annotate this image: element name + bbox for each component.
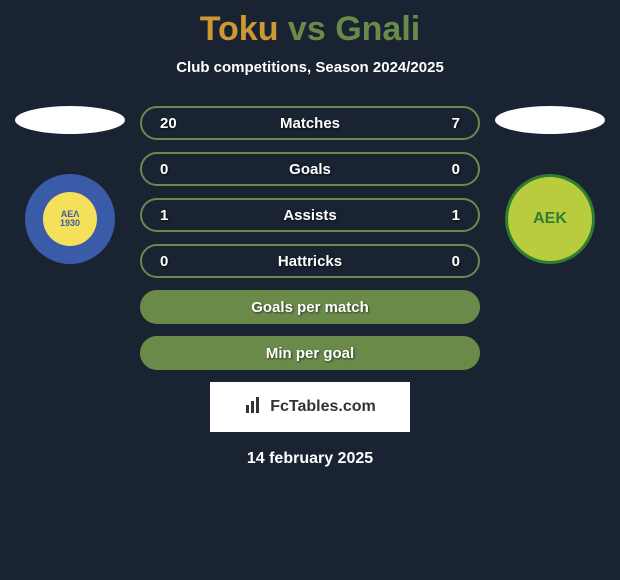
stat-label: Goals — [289, 161, 331, 178]
watermark-logo: FcTables.com — [210, 382, 410, 432]
player1-name: Toku — [200, 10, 279, 48]
stat-right-value: 1 — [430, 207, 460, 224]
stat-label: Assists — [283, 207, 336, 224]
right-crest-wrap: AEK — [495, 106, 605, 264]
player2-name: Gnali — [335, 10, 420, 48]
left-crest-wrap: ΑΕΛ 1930 — [15, 106, 125, 264]
stat-left-value: 20 — [160, 115, 190, 132]
content-area: ΑΕΛ 1930 20 Matches 7 0 Goals 0 1 Assist… — [0, 106, 620, 468]
left-crest-year: 1930 — [60, 219, 80, 228]
stat-row-goals: 0 Goals 0 — [140, 152, 480, 186]
stat-left-value: 1 — [160, 207, 190, 224]
stat-right-value: 0 — [430, 253, 460, 270]
stat-right-value: 0 — [430, 161, 460, 178]
left-club-crest: ΑΕΛ 1930 — [25, 174, 115, 264]
subtitle: Club competitions, Season 2024/2025 — [0, 59, 620, 76]
right-club-crest: AEK — [505, 174, 595, 264]
stat-row-mpg: Min per goal — [140, 336, 480, 370]
left-crest-inner: ΑΕΛ 1930 — [43, 192, 97, 246]
chart-icon — [244, 395, 264, 420]
stat-label: Hattricks — [278, 253, 342, 270]
right-ellipse — [495, 106, 605, 134]
stat-row-assists: 1 Assists 1 — [140, 198, 480, 232]
logo-text: FcTables.com — [270, 398, 376, 416]
left-ellipse — [15, 106, 125, 134]
stat-row-gpm: Goals per match — [140, 290, 480, 324]
right-crest-text: AEK — [533, 210, 567, 228]
stat-row-hattricks: 0 Hattricks 0 — [140, 244, 480, 278]
vs-text: vs — [288, 10, 326, 48]
stat-row-matches: 20 Matches 7 — [140, 106, 480, 140]
comparison-title: Toku vs Gnali — [0, 0, 620, 49]
stat-left-value: 0 — [160, 161, 190, 178]
date-text: 14 february 2025 — [140, 450, 480, 468]
stat-label: Min per goal — [266, 345, 354, 362]
stat-right-value: 7 — [430, 115, 460, 132]
stats-list: 20 Matches 7 0 Goals 0 1 Assists 1 0 Hat… — [140, 106, 480, 468]
stat-left-value: 0 — [160, 253, 190, 270]
stat-label: Matches — [280, 115, 340, 132]
stat-label: Goals per match — [251, 299, 369, 316]
